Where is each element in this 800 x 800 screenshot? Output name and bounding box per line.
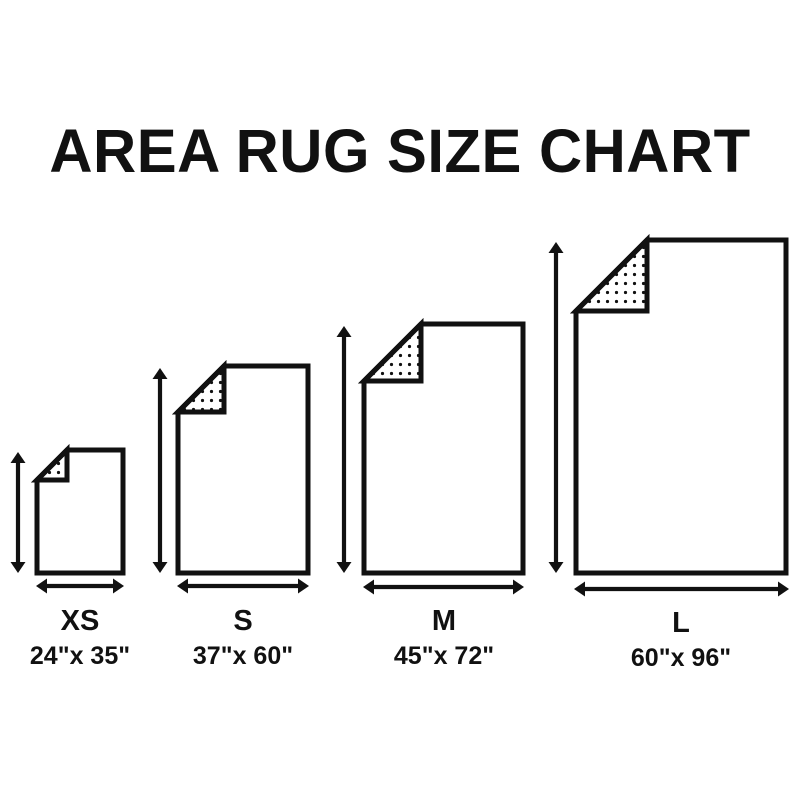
- m-width-arrow-head-end: [513, 579, 524, 595]
- page-title: AREA RUG SIZE CHART: [49, 117, 751, 185]
- rug-item-l: L 60"x 96": [548, 233, 789, 672]
- rug-item-xs: XS 24"x 35": [10, 443, 130, 670]
- dimension-label-xs: 24"x 35": [30, 642, 130, 670]
- xs-height-arrow-head-start: [10, 452, 26, 463]
- s-height-arrow-head-start: [152, 368, 168, 379]
- folded-corner-texture-l: [569, 233, 650, 314]
- m-height-arrow: [336, 326, 352, 573]
- xs-width-arrow-head-start: [36, 578, 47, 594]
- size-label-m: M: [432, 605, 456, 637]
- m-height-arrow-head-end: [336, 562, 352, 573]
- dimension-label-s: 37"x 60": [193, 642, 293, 670]
- l-width-arrow-head-end: [778, 581, 789, 597]
- xs-width-arrow-head-end: [113, 578, 124, 594]
- s-width-arrow-head-start: [177, 578, 188, 594]
- s-width-arrow: [177, 578, 309, 594]
- m-width-arrow-head-start: [363, 579, 374, 595]
- s-height-arrow: [152, 368, 168, 573]
- rug-item-s: S 37"x 60": [152, 359, 311, 670]
- size-label-xs: XS: [61, 605, 100, 637]
- m-height-arrow-head-start: [336, 326, 352, 337]
- size-label-l: L: [672, 607, 690, 639]
- xs-height-arrow-head-end: [10, 562, 26, 573]
- folded-corner-texture-m: [357, 317, 424, 384]
- folded-corner-texture-s: [171, 359, 227, 415]
- l-height-arrow-head-start: [548, 242, 564, 253]
- dimension-label-m: 45"x 72": [394, 642, 494, 670]
- l-height-arrow: [548, 242, 564, 573]
- s-width-arrow-head-end: [298, 578, 309, 594]
- size-label-s: S: [233, 605, 252, 637]
- rug-item-m: M 45"x 72": [336, 317, 526, 670]
- folded-corner-texture-xs: [30, 443, 70, 483]
- xs-height-arrow: [10, 452, 26, 573]
- dimension-label-l: 60"x 96": [631, 644, 731, 672]
- xs-width-arrow: [36, 578, 124, 594]
- l-width-arrow-head-start: [574, 581, 585, 597]
- l-width-arrow: [574, 581, 789, 597]
- l-height-arrow-head-end: [548, 562, 564, 573]
- m-width-arrow: [363, 579, 524, 595]
- s-height-arrow-head-end: [152, 562, 168, 573]
